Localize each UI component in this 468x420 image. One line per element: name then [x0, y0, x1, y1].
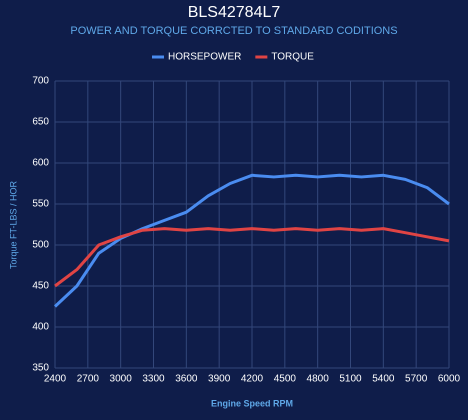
- x-tick-label: 2400: [44, 374, 67, 385]
- y-tick-label: 700: [32, 76, 49, 87]
- chart-title: BLS42784L7: [188, 4, 281, 21]
- x-tick-label: 5400: [372, 374, 395, 385]
- y-tick-label: 350: [32, 363, 49, 374]
- x-tick-label: 5700: [405, 374, 428, 385]
- x-tick-label: 4200: [241, 374, 264, 385]
- x-tick-label: 5100: [339, 374, 362, 385]
- y-tick-label: 650: [32, 117, 49, 128]
- y-tick-label: 550: [32, 199, 49, 210]
- x-tick-label: 6000: [438, 374, 461, 385]
- x-tick-label: 3900: [208, 374, 231, 385]
- y-tick-label: 400: [32, 322, 49, 333]
- x-tick-label: 4800: [307, 374, 330, 385]
- y-axis-label: Torque FT-LBS / HOR: [8, 180, 18, 269]
- x-tick-label: 3000: [110, 374, 133, 385]
- y-tick-label: 600: [32, 158, 49, 169]
- x-tick-label: 3600: [175, 374, 198, 385]
- chart-subtitle: POWER AND TORQUE CORRCTED TO STANDARD CO…: [70, 25, 397, 37]
- series-line: [53, 173, 450, 308]
- y-tick-label: 500: [32, 240, 49, 251]
- legend-label: TORQUE: [271, 52, 314, 63]
- x-tick-label: 3300: [142, 374, 165, 385]
- x-tick-label: 4500: [274, 374, 297, 385]
- y-tick-label: 450: [32, 281, 49, 292]
- x-axis-label: Engine Speed RPM: [211, 398, 293, 408]
- legend-label: HORSEPOWER: [168, 52, 241, 63]
- x-tick-label: 2700: [77, 374, 100, 385]
- series-line: [54, 227, 450, 288]
